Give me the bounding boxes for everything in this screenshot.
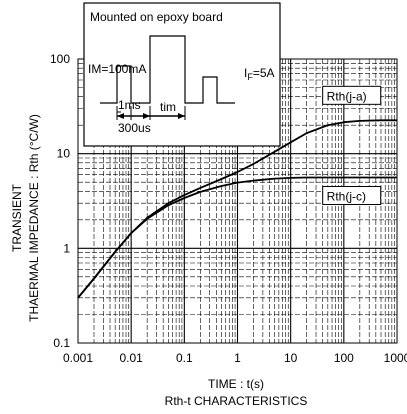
y-axis-label-line1: TRANSIENT [10, 183, 24, 252]
pulse-inset: Mounted on epoxy board IM=100mA IF=5A 1m… [83, 2, 281, 147]
x-tick-label: 100 [334, 351, 354, 365]
series-label-rth-j-a: Rth(j-a) [327, 89, 367, 103]
inset-1ms-label: 1ms [118, 98, 141, 112]
inset-title: Mounted on epoxy board [90, 10, 223, 24]
pulse-waveform [100, 35, 235, 104]
x-tick-label: 0.001 [63, 351, 93, 365]
arrow-head-left [117, 113, 124, 119]
series-label-rth-j-c: Rth(j-c) [327, 190, 366, 204]
series-lines [77, 119, 397, 299]
y-tick-label: 100 [50, 52, 70, 66]
arrow-head-tim [178, 113, 185, 119]
series-label-box-rth-j-c [322, 186, 382, 206]
arrow-head-right [143, 113, 150, 119]
series-label-box-rth-j-a [322, 85, 382, 105]
chart-title: Rth-t CHARACTERISTICS [165, 394, 308, 408]
series-line-rth-j-c- [77, 176, 397, 299]
y-tick-label: 0.1 [53, 336, 70, 350]
y-tick-label: 10 [57, 147, 71, 161]
inset-if-label: IF=5A [244, 66, 275, 82]
x-tick-label: 10 [284, 351, 298, 365]
inset-tim-label: tim [160, 100, 176, 114]
x-tick-label: 0.01 [119, 351, 143, 365]
x-tick-label: 1 [234, 351, 241, 365]
x-tick-label: 0.1 [176, 351, 193, 365]
x-axis-label: TIME : t(s) [208, 377, 264, 391]
y-tick-label: 1 [63, 241, 70, 255]
y-axis-label-line2: THAERMAL IMPEDANCE : Rth (°C/W) [27, 114, 41, 322]
inset-300us-label: 300us [118, 121, 151, 135]
